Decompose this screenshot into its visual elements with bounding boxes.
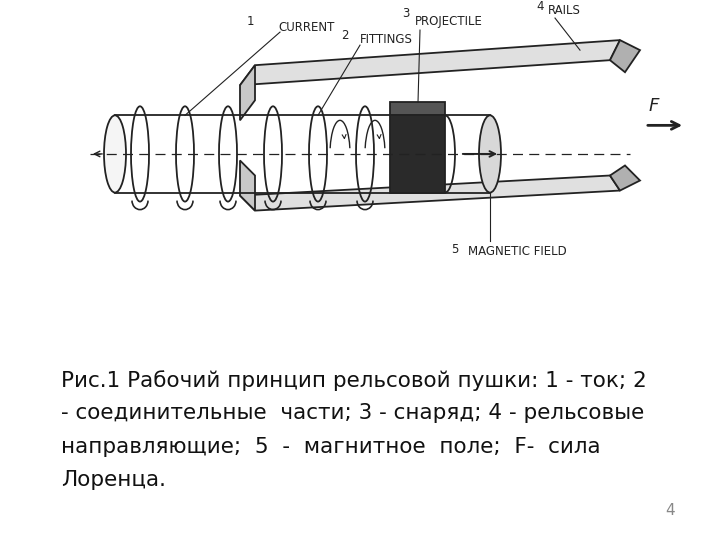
Polygon shape (390, 116, 445, 193)
Text: MAGNETIC FIELD: MAGNETIC FIELD (468, 245, 567, 258)
Text: Рис.1 Рабочий принцип рельсовой пушки: 1 - ток; 2: Рис.1 Рабочий принцип рельсовой пушки: 1… (61, 370, 647, 391)
Text: 5: 5 (451, 242, 459, 256)
Text: $F$: $F$ (648, 97, 660, 116)
Polygon shape (610, 40, 640, 72)
Text: 1: 1 (246, 15, 253, 28)
Text: 3: 3 (402, 7, 410, 20)
Polygon shape (240, 176, 620, 211)
Ellipse shape (104, 116, 126, 193)
Text: PROJECTILE: PROJECTILE (415, 15, 483, 28)
Text: RAILS: RAILS (548, 4, 581, 17)
Polygon shape (240, 65, 255, 120)
Text: Лоренца.: Лоренца. (61, 470, 166, 490)
Polygon shape (610, 165, 640, 191)
Polygon shape (390, 102, 445, 116)
Text: 4: 4 (665, 503, 675, 518)
Text: 4: 4 (536, 0, 544, 13)
Text: FITTINGS: FITTINGS (360, 33, 413, 46)
Ellipse shape (479, 116, 501, 193)
Text: CURRENT: CURRENT (278, 21, 334, 34)
Text: 2: 2 (341, 29, 348, 42)
Text: - соединительные  части; 3 - снаряд; 4 - рельсовые: - соединительные части; 3 - снаряд; 4 - … (61, 403, 644, 423)
Polygon shape (240, 160, 255, 211)
Text: направляющие;  5  -  магнитное  поле;  F-  сила: направляющие; 5 - магнитное поле; F- сил… (61, 437, 600, 457)
Polygon shape (240, 40, 620, 85)
